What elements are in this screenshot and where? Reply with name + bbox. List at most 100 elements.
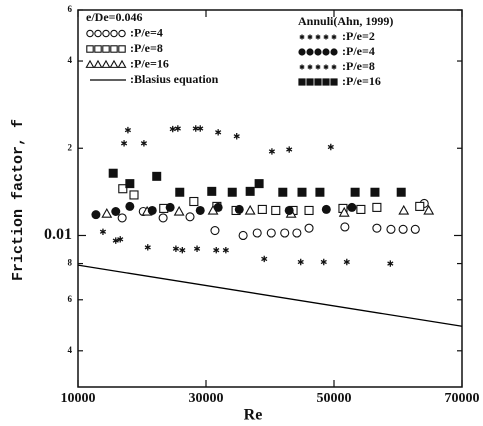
marker-square xyxy=(108,168,118,178)
legend-label: :P/e=8 xyxy=(130,41,163,55)
y-axis-title: Friction factor, f xyxy=(10,119,27,281)
marker-circle xyxy=(210,225,220,236)
marker-circle xyxy=(321,204,331,214)
marker-circle xyxy=(111,206,121,216)
marker-star xyxy=(213,246,220,254)
legend-symbol xyxy=(101,59,111,68)
marker-star xyxy=(222,246,229,254)
legend-symbol xyxy=(315,34,321,40)
x-tick-label: 30000 xyxy=(189,391,224,406)
blasius-line xyxy=(77,264,463,327)
marker-square xyxy=(278,187,288,197)
marker-square xyxy=(396,187,406,197)
marker-circle xyxy=(91,210,101,220)
legend-symbol xyxy=(102,45,110,53)
marker-circle xyxy=(125,201,135,211)
legend-symbol xyxy=(298,78,306,86)
marker-triangle xyxy=(398,204,410,215)
marker-square xyxy=(415,201,425,211)
legend-symbol xyxy=(331,64,337,70)
legend-symbol xyxy=(110,45,118,53)
legend-symbol xyxy=(330,48,338,56)
y-tick-label: 8 xyxy=(68,258,73,268)
legend-symbol xyxy=(117,59,127,68)
legend-symbol xyxy=(323,64,329,70)
marker-circle xyxy=(195,205,205,215)
legend-label: :Blasius equation xyxy=(130,72,219,86)
legend-symbol xyxy=(299,34,305,40)
marker-star xyxy=(179,246,186,254)
marker-circle xyxy=(234,204,244,214)
legend-symbol xyxy=(331,34,337,40)
legend-symbol xyxy=(322,78,330,86)
legend-title: e/De=0.046 xyxy=(86,10,143,24)
marker-circle xyxy=(238,230,248,241)
marker-square xyxy=(304,205,314,216)
legend-label: :P/e=2 xyxy=(342,29,375,43)
legend-symbol xyxy=(102,29,110,38)
legend-label: :P/e=16 xyxy=(130,56,169,70)
marker-square xyxy=(350,187,360,197)
legend-symbol xyxy=(109,59,119,68)
marker-triangle xyxy=(101,207,113,218)
legend-symbol xyxy=(110,29,118,38)
marker-star xyxy=(268,148,276,155)
marker-circle xyxy=(213,202,223,212)
marker-triangle xyxy=(244,204,256,215)
legend-symbol xyxy=(86,29,94,38)
marker-square xyxy=(125,179,135,189)
marker-circle xyxy=(185,212,195,222)
marker-triangle xyxy=(423,204,435,215)
marker-square xyxy=(257,204,267,214)
marker-star xyxy=(192,125,199,132)
marker-circle xyxy=(304,223,314,233)
marker-square xyxy=(356,204,366,214)
marker-square xyxy=(152,171,162,181)
marker-circle xyxy=(165,202,175,212)
legend-symbol xyxy=(314,78,322,86)
marker-circle xyxy=(252,228,262,238)
marker-star xyxy=(387,260,394,267)
marker-star xyxy=(297,258,304,266)
legend-symbol xyxy=(85,59,95,68)
y-tick-label: 6 xyxy=(68,294,73,304)
marker-square xyxy=(245,186,255,196)
marker-circle xyxy=(266,228,276,238)
marker-star xyxy=(174,125,181,132)
marker-square xyxy=(254,179,264,189)
marker-star xyxy=(172,245,180,252)
marker-star xyxy=(124,126,132,134)
legend-symbol xyxy=(118,29,126,38)
marker-star xyxy=(233,133,240,140)
marker-square xyxy=(372,202,382,212)
legend-symbol xyxy=(298,48,306,56)
legend-symbol xyxy=(86,45,94,53)
marker-circle xyxy=(347,202,357,212)
marker-circle xyxy=(386,224,396,234)
marker-star xyxy=(343,258,350,266)
marker-circle xyxy=(398,224,408,234)
legend-symbol xyxy=(315,64,321,70)
legend-symbol xyxy=(314,48,322,56)
legend-symbol xyxy=(306,78,314,86)
y-tick-label: 4 xyxy=(68,345,73,355)
legend-label: :P/e=8 xyxy=(342,59,375,73)
x-tick-label: 10000 xyxy=(61,391,96,406)
y-tick-label: 0.01 xyxy=(44,226,72,243)
legend-symbol xyxy=(118,45,126,53)
x-axis-title: Re xyxy=(244,407,263,424)
marker-square xyxy=(271,205,281,216)
x-tick-label: 50000 xyxy=(317,391,352,406)
legend-title: Annuli(Ahn, 1999) xyxy=(298,14,393,28)
marker-square xyxy=(227,187,237,197)
marker-star xyxy=(140,140,148,147)
marker-star xyxy=(193,245,201,252)
marker-circle xyxy=(158,213,168,223)
marker-star xyxy=(99,228,107,235)
marker-star xyxy=(197,125,204,132)
marker-circle xyxy=(372,223,382,233)
legend-symbol xyxy=(93,59,103,68)
marker-square xyxy=(370,187,380,197)
marker-star xyxy=(261,255,268,263)
marker-square xyxy=(189,196,199,207)
